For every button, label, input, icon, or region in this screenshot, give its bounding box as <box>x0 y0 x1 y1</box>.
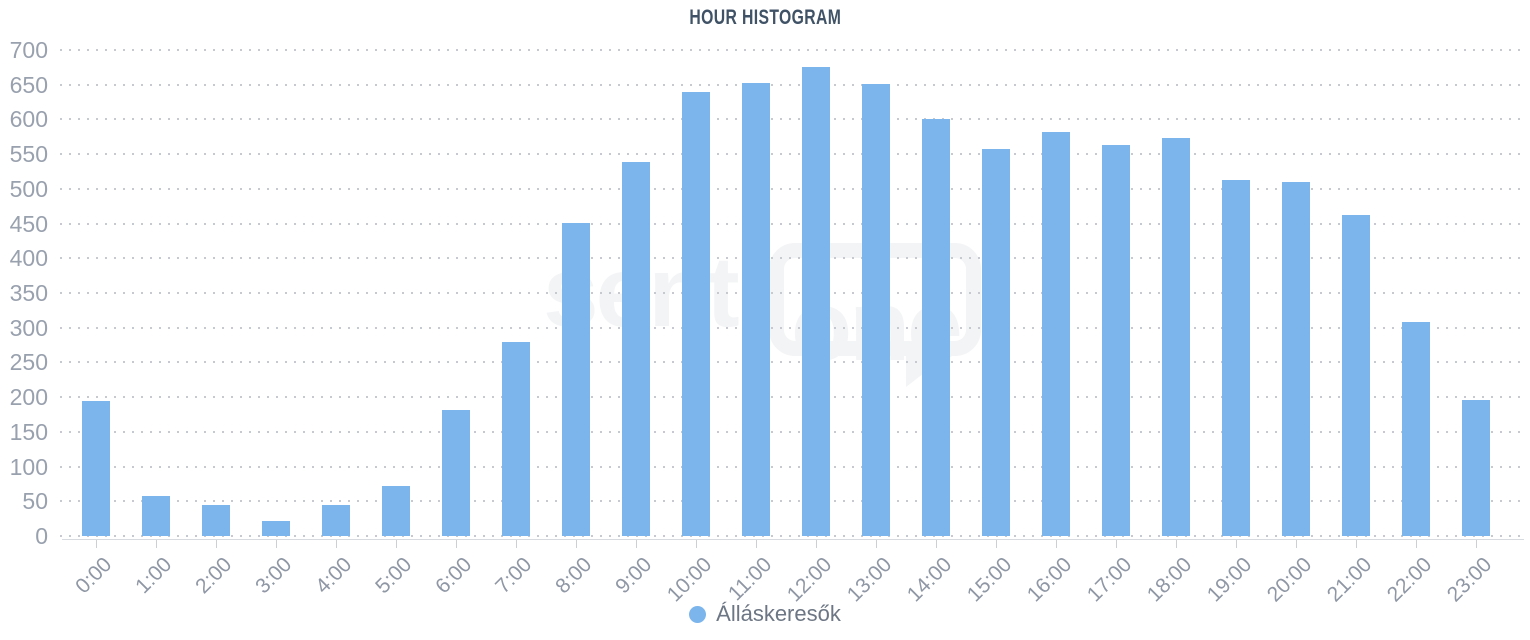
bar-23-00[interactable] <box>1462 399 1490 536</box>
gridline-600 <box>60 118 1524 121</box>
chart-title: HOUR HISTOGRAM <box>0 6 1530 30</box>
bar-16-00[interactable] <box>1042 131 1070 536</box>
x-tick-1-00 <box>156 539 157 548</box>
x-tick-20-00 <box>1296 539 1297 548</box>
bar-14-00[interactable] <box>922 119 950 536</box>
x-tick-7-00 <box>516 539 517 548</box>
gridline-300 <box>60 326 1524 329</box>
legend-marker-dot <box>689 605 707 623</box>
bar-4-00[interactable] <box>322 505 350 536</box>
x-tick-11-00 <box>756 539 757 548</box>
bar-6-00[interactable] <box>442 409 470 536</box>
gridline-550 <box>60 153 1524 156</box>
bar-2-00[interactable] <box>202 504 230 536</box>
bar-1-00[interactable] <box>142 496 170 536</box>
bar-21-00[interactable] <box>1342 215 1370 536</box>
y-axis-label-300: 300 <box>9 314 48 341</box>
x-tick-8-00 <box>576 539 577 548</box>
y-axis-label-200: 200 <box>9 384 48 411</box>
gridline-350 <box>60 292 1524 294</box>
bar-22-00[interactable] <box>1402 322 1430 536</box>
bar-7-00[interactable] <box>502 341 530 536</box>
x-tick-6-00 <box>456 539 457 548</box>
gridline-50 <box>60 500 1524 503</box>
x-tick-21-00 <box>1356 539 1357 548</box>
y-axis-label-650: 650 <box>9 71 48 98</box>
x-tick-0-00 <box>96 539 97 548</box>
bar-18-00[interactable] <box>1162 138 1190 536</box>
x-tick-17-00 <box>1116 539 1117 548</box>
bar-12-00[interactable] <box>802 67 830 536</box>
x-tick-3-00 <box>276 539 277 548</box>
bar-9-00[interactable] <box>622 162 650 536</box>
bar-15-00[interactable] <box>982 148 1010 536</box>
y-axis-label-550: 550 <box>9 141 48 168</box>
x-tick-15-00 <box>996 539 997 548</box>
bar-0-00[interactable] <box>82 400 110 536</box>
bar-5-00[interactable] <box>382 486 410 536</box>
gridline-700 <box>60 49 1524 51</box>
y-axis-label-400: 400 <box>9 245 48 272</box>
bar-19-00[interactable] <box>1222 179 1250 536</box>
y-axis-label-150: 150 <box>9 418 48 445</box>
gridline-500 <box>60 187 1524 190</box>
bar-11-00[interactable] <box>742 83 770 536</box>
y-axis-label-100: 100 <box>9 453 48 480</box>
gridline-250 <box>60 361 1524 364</box>
x-tick-4-00 <box>336 539 337 548</box>
y-axis-label-350: 350 <box>9 280 48 306</box>
bar-10-00[interactable] <box>682 91 710 536</box>
x-tick-13-00 <box>876 539 877 548</box>
y-axis-label-600: 600 <box>9 106 48 133</box>
gridline-150 <box>60 430 1524 433</box>
y-axis-label-500: 500 <box>9 175 48 202</box>
legend-item-allaskeresok[interactable]: Álláskeresők <box>0 601 1530 627</box>
x-axis-line <box>62 539 1524 540</box>
bar-3-00[interactable] <box>262 521 290 536</box>
y-axis-label-0: 0 <box>35 523 48 549</box>
chart-title-text: HOUR HISTOGRAM <box>689 6 841 29</box>
legend-label: Álláskeresők <box>716 601 841 626</box>
y-axis-label-50: 50 <box>22 488 48 515</box>
x-tick-14-00 <box>936 539 937 548</box>
gridline-200 <box>60 396 1524 399</box>
x-tick-22-00 <box>1416 539 1417 548</box>
x-tick-2-00 <box>216 539 217 548</box>
x-tick-9-00 <box>636 539 637 548</box>
gridline-0 <box>60 535 1524 537</box>
gridline-650 <box>60 83 1524 86</box>
x-tick-12-00 <box>816 539 817 548</box>
x-tick-19-00 <box>1236 539 1237 548</box>
bar-8-00[interactable] <box>562 222 590 536</box>
bar-13-00[interactable] <box>862 84 890 536</box>
y-axis-label-450: 450 <box>9 210 48 237</box>
x-tick-18-00 <box>1176 539 1177 548</box>
y-axis-label-250: 250 <box>9 349 48 376</box>
bar-20-00[interactable] <box>1282 181 1310 536</box>
y-axis-label-700: 700 <box>9 37 48 63</box>
x-tick-16-00 <box>1056 539 1057 548</box>
gridline-100 <box>60 465 1524 468</box>
x-tick-10-00 <box>696 539 697 548</box>
bar-17-00[interactable] <box>1102 145 1130 536</box>
x-tick-23-00 <box>1476 539 1477 548</box>
x-tick-5-00 <box>396 539 397 548</box>
gridline-400 <box>60 257 1524 260</box>
gridline-450 <box>60 222 1524 225</box>
